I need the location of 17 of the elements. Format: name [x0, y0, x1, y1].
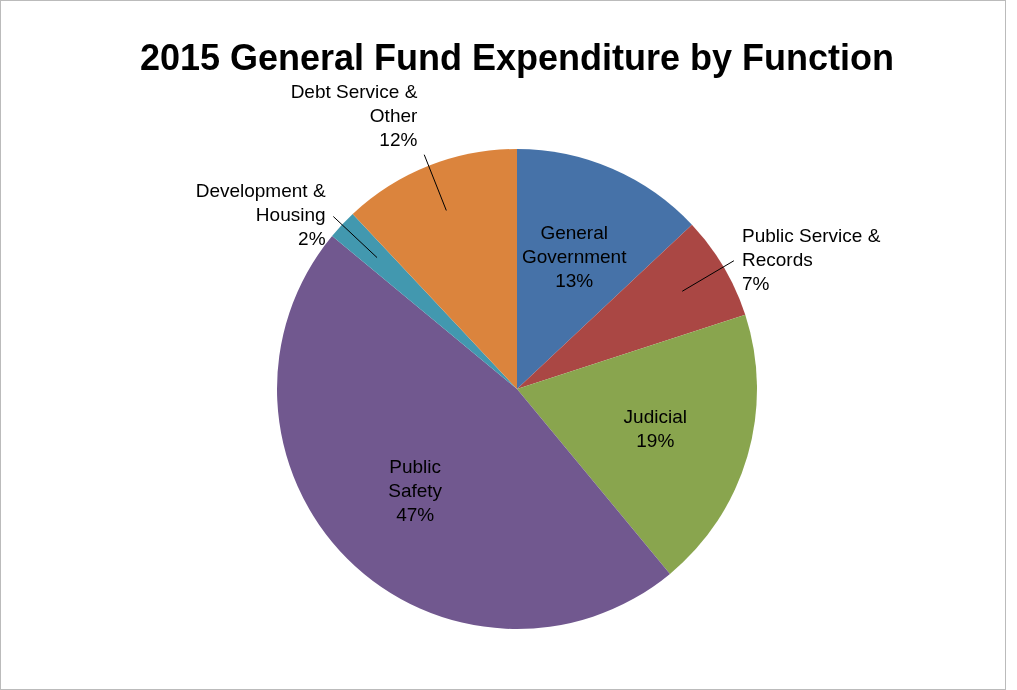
pie-slice [332, 214, 517, 389]
pie-slice [352, 149, 517, 389]
data-label: 7% [741, 272, 770, 294]
pie-slice [517, 314, 757, 574]
data-label: 2% [298, 227, 326, 249]
data-label: 13% [555, 269, 594, 291]
slice-label: Public Safety [388, 455, 443, 501]
slice-label: Development & Housing [195, 179, 326, 225]
slice-label: Debt Service & Other [290, 81, 419, 127]
chart-title: 2015 General Fund Expenditure by Function [139, 37, 895, 78]
data-label: 12% [379, 129, 418, 151]
data-label: 47% [396, 503, 435, 525]
data-label: 19% [636, 430, 675, 452]
pie-slice [517, 149, 692, 389]
slice-label: General Government [521, 221, 628, 267]
slice-label: Judicial [623, 406, 687, 428]
slice-label: Public Service & Records [741, 224, 881, 270]
